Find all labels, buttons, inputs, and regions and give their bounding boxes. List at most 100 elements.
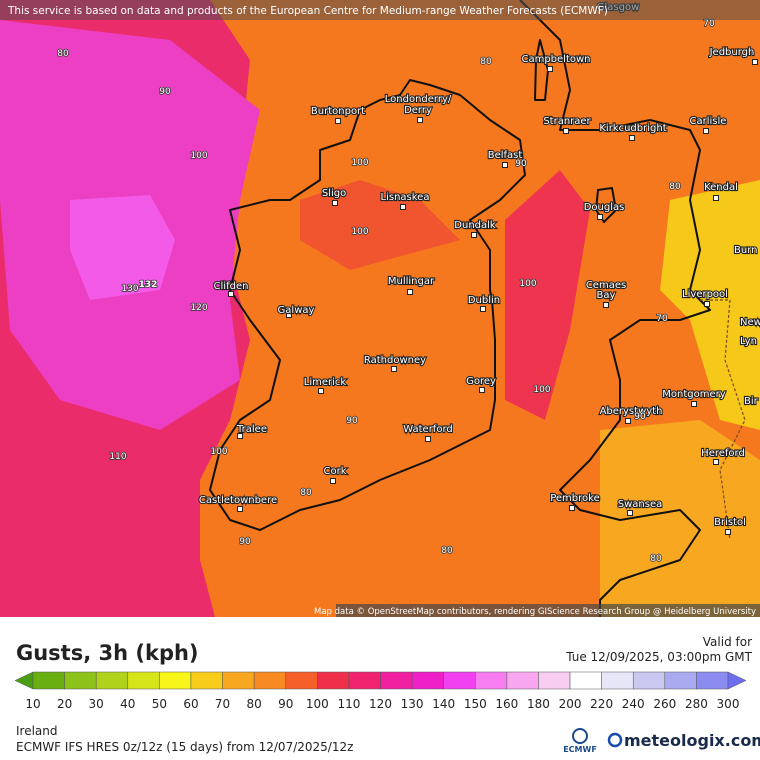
colorbar-label: 120: [369, 697, 392, 711]
valid-label: Valid for: [703, 635, 752, 649]
place-label: Waterford: [403, 424, 452, 435]
colorbar-label: 10: [25, 697, 40, 711]
colorbar-segment: [506, 671, 539, 690]
place-label: Dublin: [468, 295, 500, 306]
colorbar-segment: [285, 671, 318, 690]
place-marker: [603, 302, 609, 308]
contour-label: 90: [515, 159, 527, 169]
colorbar-label: 50: [152, 697, 167, 711]
place-marker: [400, 204, 406, 210]
colorbar-segment: [601, 671, 634, 690]
colorbar-segment: [348, 671, 381, 690]
colorbar-segment: [222, 671, 255, 690]
place-label: Stranraer: [543, 116, 591, 127]
contour-label: 130: [121, 284, 138, 294]
contour-label: 80: [441, 546, 453, 556]
colorbar-label: 100: [306, 697, 329, 711]
place-marker: [627, 510, 633, 516]
colorbar-segment: [569, 671, 602, 690]
banner-text: This service is based on data and produc…: [7, 5, 608, 17]
place-label: Londonderry/: [385, 94, 452, 105]
colorbar-segment: [190, 671, 223, 690]
colorbar: 10 20 30 40 50 60 70 80 90 100 110 120 130 140 150 160 1…: [14, 671, 747, 711]
place-label: Aberystwyth: [600, 406, 663, 417]
place-marker: [417, 117, 423, 123]
brand: meteologix.com: [624, 731, 760, 750]
place-marker: [480, 306, 486, 312]
contour-label: 100: [351, 158, 368, 168]
colorbar-segment: [411, 671, 444, 690]
colorbar-segment: [664, 671, 697, 690]
ecmwf-icon: [572, 728, 588, 744]
place-marker: [725, 529, 731, 535]
south-east-zone: [600, 420, 760, 617]
place-marker: [332, 200, 338, 206]
place-label: Rathdowney: [364, 355, 426, 366]
place-label: Douglas: [584, 202, 625, 213]
contour-label: 80: [57, 49, 69, 59]
place-marker: [479, 387, 485, 393]
place-marker: [563, 128, 569, 134]
colorbar-segment: [443, 671, 476, 690]
place-marker: [597, 214, 603, 220]
place-label: Pembroke: [550, 493, 600, 504]
place-label: Campbeltown: [521, 54, 590, 65]
colorbar-arrow: [14, 671, 34, 690]
place-marker: [330, 478, 336, 484]
place-marker: [237, 506, 243, 512]
contour-label: 100: [519, 279, 536, 289]
contour-label: 100: [533, 385, 550, 395]
contour-label: 110: [109, 452, 126, 462]
colorbar-label: 300: [717, 697, 740, 711]
model-info: ECMWF IFS HRES 0z/12z (15 days) from 12/…: [16, 740, 353, 754]
place-label: Cork: [323, 466, 346, 477]
place-label: Limerick: [304, 377, 347, 388]
contour-label: 90: [239, 537, 251, 547]
colorbar-label: 260: [653, 697, 676, 711]
place-marker: [335, 118, 341, 124]
map: GlasgowJedburghCampbeltownLondonderry/De…: [0, 0, 760, 617]
place-marker: [691, 401, 697, 407]
midlands-zone: [300, 180, 460, 270]
place-label: Bir: [744, 396, 759, 407]
colorbar-segment: [95, 671, 129, 690]
contour-label: 70: [703, 19, 715, 29]
place-label: Dundalk: [454, 220, 496, 231]
place-label: Tralee: [236, 424, 267, 435]
place-marker: [547, 66, 553, 72]
colorbar-label: 140: [432, 697, 455, 711]
banner-background: [0, 0, 760, 20]
colorbar-segment: [32, 671, 65, 690]
place-marker: [713, 195, 719, 201]
place-marker: [752, 59, 758, 65]
place-marker: [569, 505, 575, 511]
colorbar-label: 80: [246, 697, 261, 711]
place-marker: [425, 436, 431, 442]
colorbar-label: 40: [120, 697, 135, 711]
contour-label: 132: [139, 280, 158, 290]
place-label: Cemaes: [586, 280, 626, 291]
colorbar-label: 70: [215, 697, 230, 711]
place-label: Hereford: [701, 448, 745, 459]
place-label: Sligo: [322, 188, 346, 199]
legend-title: Gusts, 3h (kph): [16, 641, 199, 665]
border-line: [700, 299, 746, 541]
place-label: Bristol: [714, 517, 746, 528]
place-label: Bay: [597, 290, 616, 301]
place-marker: [237, 433, 243, 439]
region: Ireland: [16, 724, 58, 738]
colorbar-label: 220: [590, 697, 613, 711]
place-label: Kendal: [704, 182, 738, 193]
contour-label: 80: [300, 488, 312, 498]
contour-label: 80: [480, 57, 492, 67]
place-marker: [391, 366, 397, 372]
contour-label: 90: [346, 416, 358, 426]
colorbar-label: 200: [559, 697, 582, 711]
place-label: Jedburgh: [709, 47, 755, 58]
place-label: Liverpool: [682, 289, 728, 300]
colorbar-label: 150: [464, 697, 487, 711]
ecmwf-logo: ECMWF: [563, 745, 597, 754]
colorbar-segment: [64, 671, 97, 690]
contour-label: 90: [159, 87, 171, 97]
